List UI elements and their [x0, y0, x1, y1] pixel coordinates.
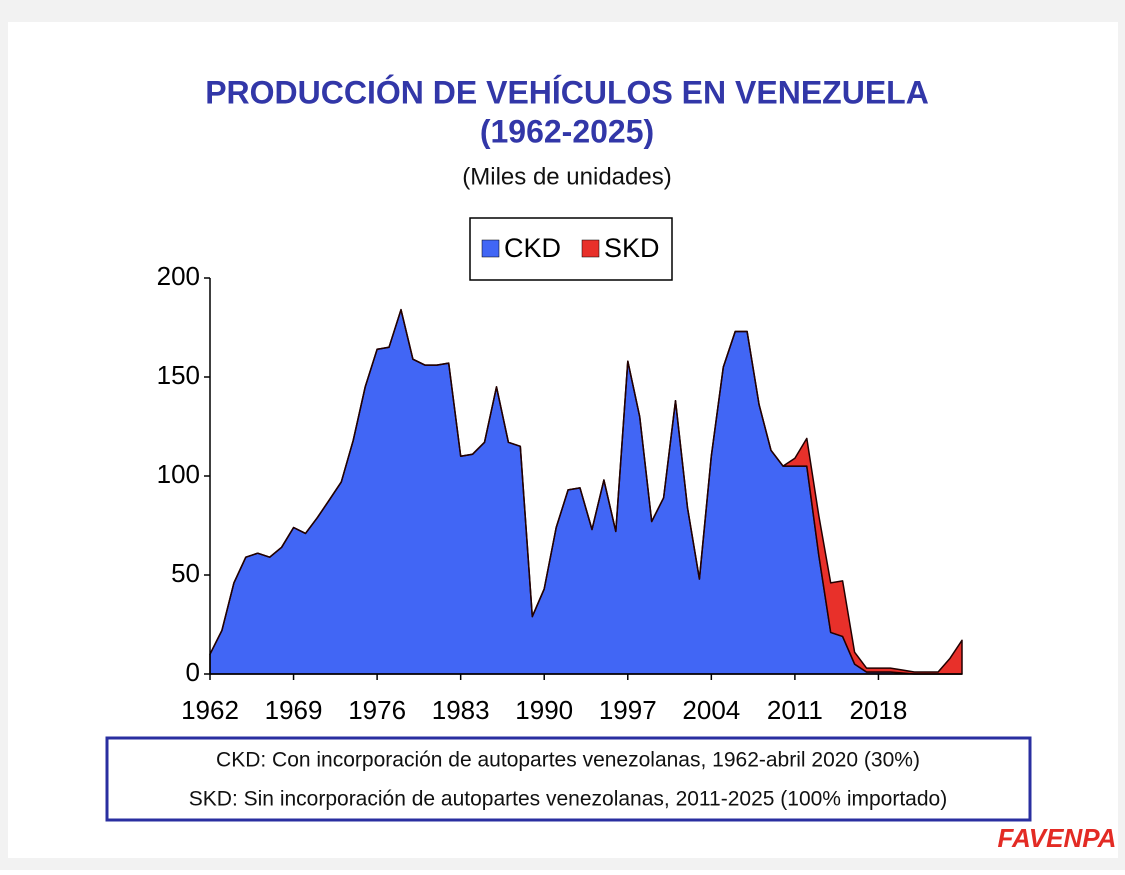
area	[209, 308, 963, 675]
chart-title: PRODUCCIÓN DE VEHÍCULOS EN VENEZUELA	[205, 74, 929, 110]
notes-box	[105, 736, 1032, 822]
legend-swatch	[581, 239, 600, 258]
slide	[8, 22, 1118, 858]
y-tick-label: 0	[186, 657, 200, 687]
legend-label: SKD	[604, 233, 660, 263]
note: CKD: Con incorporación de autopartes ven…	[216, 749, 920, 772]
legend-swatch	[481, 239, 500, 258]
legend-label: CKD	[504, 233, 561, 263]
y-tick-label: 50	[171, 558, 200, 588]
y-tick-label: 200	[157, 261, 200, 291]
y-tick-label: 100	[157, 459, 200, 489]
legend-box	[469, 217, 673, 281]
chart-subtitle: (Miles de unidades)	[462, 163, 671, 190]
chart-title: (1962-2025)	[480, 113, 654, 149]
x-tick-label: 1997	[599, 695, 657, 725]
x-tick-label: 2011	[767, 695, 823, 725]
x-tick-label: 2018	[850, 695, 908, 725]
x-tick-label: 1962	[181, 695, 239, 725]
x-tick-label: 1983	[432, 695, 490, 725]
x-tick-label: 1990	[515, 695, 573, 725]
note: SKD: Sin incorporación de autopartes ven…	[189, 788, 947, 811]
x-tick-label: 1976	[348, 695, 406, 725]
x-tick-label: 1969	[265, 695, 323, 725]
y-tick-label: 150	[157, 360, 200, 390]
logo: FAVENPA	[998, 823, 1117, 853]
x-tick-label: 2004	[682, 695, 740, 725]
